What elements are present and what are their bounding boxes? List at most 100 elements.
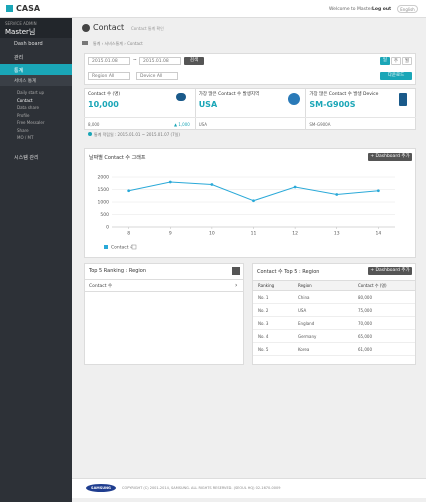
- table-row: [253, 330, 415, 343]
- legend-label: Contact 수: [111, 245, 134, 251]
- x-tick-label: 10: [209, 231, 215, 237]
- crumb[interactable]: 통계: [93, 41, 101, 46]
- table-row: [253, 291, 415, 304]
- legend-checkbox: [131, 244, 137, 250]
- ranking-row-label: Contact 수: [89, 284, 113, 289]
- card-value: SM-G900S: [309, 100, 356, 109]
- legend-swatch: [104, 245, 108, 249]
- language[interactable]: English: [397, 5, 418, 13]
- table-cell: No. 1: [258, 295, 269, 300]
- y-tick-label: 500: [100, 212, 109, 218]
- x-tick-label: 8: [127, 231, 130, 237]
- table-row: [253, 304, 415, 317]
- footer: [72, 478, 426, 498]
- ranking-row[interactable]: [84, 279, 244, 292]
- table-cell: No. 5: [258, 347, 269, 352]
- y-tick-label: 1000: [98, 200, 110, 206]
- table-cell: 70,000: [358, 321, 372, 326]
- page-subtitle: Contact 통계 확인: [131, 26, 164, 31]
- page-title: Contact: [93, 23, 125, 32]
- menu[interactable]: 시스템 관리: [14, 155, 39, 161]
- add-dashboard-button[interactable]: + Dashboard 추가: [368, 153, 412, 161]
- card-divider: [305, 88, 307, 130]
- submenu-item[interactable]: Contact: [17, 97, 33, 103]
- x-tick-label: 13: [334, 231, 340, 237]
- chart-panel: [84, 148, 416, 258]
- table-cell: 61,000: [358, 347, 372, 352]
- active-menu: [0, 64, 72, 75]
- table-cell: 80,000: [358, 295, 372, 300]
- tilde: ~: [133, 58, 137, 63]
- table-cell: Germany: [298, 334, 317, 339]
- crumb[interactable]: 서비스통계: [104, 41, 123, 46]
- data-point: [293, 185, 297, 189]
- period-button[interactable]: 일: [380, 57, 390, 65]
- card-label: 가장 많은 Contact 수 발생지역: [198, 92, 260, 97]
- column-header: Ranking: [258, 283, 275, 288]
- footer-brand: SAMSUNG: [86, 484, 116, 492]
- home-icon: [82, 41, 88, 45]
- logo: CASA: [16, 4, 41, 13]
- ranking-panel: [84, 263, 244, 365]
- add-dashboard-button[interactable]: + Dashboard 추가: [368, 267, 412, 275]
- menu[interactable]: 관리: [14, 55, 24, 61]
- title-icon: [82, 24, 90, 32]
- welcome: Welcome to Master: [329, 7, 373, 12]
- series-line: [128, 181, 379, 202]
- table-cell: Korea: [298, 347, 310, 352]
- card-divider: [194, 88, 196, 130]
- submenu-item[interactable]: Free Messaler: [17, 120, 45, 125]
- submenu-item[interactable]: Share: [17, 127, 29, 133]
- phone-icon: [399, 93, 407, 106]
- region-select[interactable]: Region All: [88, 72, 130, 80]
- submenu-item[interactable]: Data share: [17, 105, 39, 110]
- menu[interactable]: 통계: [14, 68, 24, 74]
- date-start[interactable]: 2015.01.08: [88, 57, 130, 65]
- data-point: [252, 199, 255, 203]
- table-row: [253, 317, 415, 330]
- y-tick-label: 0: [106, 225, 109, 231]
- y-tick-label: 2000: [98, 175, 110, 181]
- user: Master님: [5, 28, 36, 36]
- period-button[interactable]: 월: [402, 57, 412, 65]
- role: SERVICE ADMIN: [5, 21, 37, 26]
- table-row: [253, 343, 415, 356]
- data-point: [127, 189, 131, 193]
- menu[interactable]: Dash board: [14, 41, 43, 47]
- data-point: [210, 183, 214, 186]
- table-cell: 65,000: [358, 334, 372, 339]
- menu-button[interactable]: [232, 267, 240, 275]
- data-point: [335, 193, 339, 196]
- search-button[interactable]: 검색: [184, 57, 204, 65]
- section-bg: [0, 75, 72, 86]
- table-cell: No. 2: [258, 308, 269, 313]
- table-header-bg: [253, 280, 415, 291]
- card-value: USA: [198, 100, 218, 109]
- submenu-item[interactable]: MO / MT: [17, 135, 34, 140]
- card-foot: SM-G900A: [309, 122, 331, 127]
- card-value: 10,000: [88, 100, 119, 109]
- note: 통계 적립일 : 2015.01.01 ~ 2015.01.07 (7일): [94, 132, 180, 137]
- submenu-item[interactable]: Profile: [17, 112, 30, 118]
- arrow: ›: [235, 282, 238, 289]
- data-point: [376, 189, 380, 193]
- top5-title: Contact 수 Top 5 : Region: [257, 269, 320, 275]
- x-tick-label: 11: [251, 231, 257, 237]
- download-button[interactable]: 다운로드: [380, 72, 412, 80]
- date-end[interactable]: 2015.01.08: [139, 57, 181, 65]
- device-select[interactable]: Device All: [136, 72, 178, 80]
- table-cell: England: [298, 321, 315, 326]
- x-tick-label: 12: [292, 231, 298, 237]
- column-header: Contact 수 (명): [358, 283, 387, 288]
- note-icon: [88, 132, 92, 136]
- card-foot: 8,000: [88, 122, 100, 127]
- card-label: Contact 수 (명): [88, 92, 121, 97]
- section[interactable]: 서비스 통계: [14, 79, 37, 84]
- logout[interactable]: Log out: [372, 7, 392, 12]
- submenu-item[interactable]: Daily start up: [17, 90, 45, 95]
- period-button[interactable]: 주: [391, 57, 401, 65]
- line-chart: 0 500 1000 1500 2000 8 9 10 11 12 13 14 Contact 수: [98, 175, 395, 251]
- y-tick-label: 1500: [98, 187, 110, 193]
